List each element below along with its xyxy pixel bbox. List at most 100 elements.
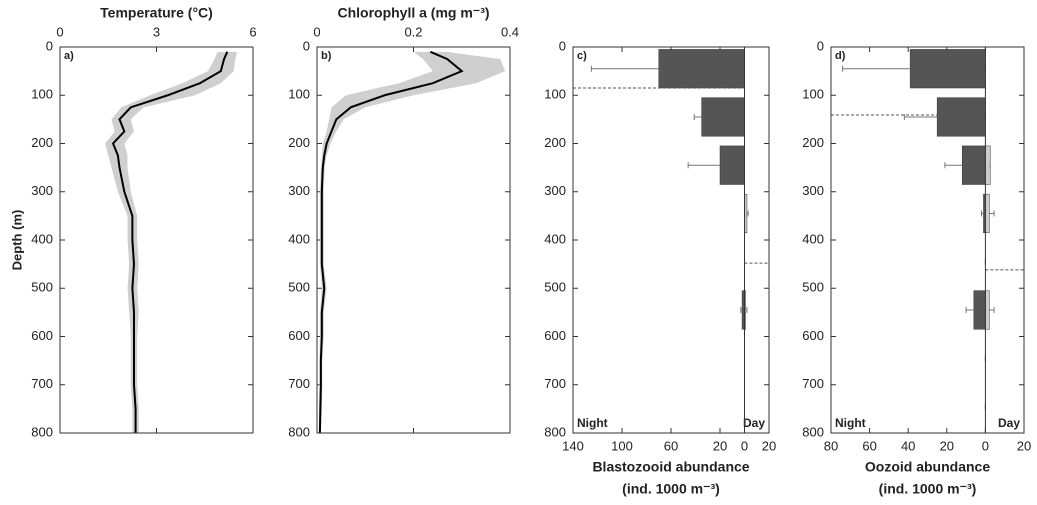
y-tick-label: 300: [31, 183, 53, 198]
x-tick-label: 60: [862, 438, 876, 453]
x-tick-label: 20: [1017, 438, 1031, 453]
y-tick-label: 700: [544, 376, 566, 391]
y-tick-label: 200: [544, 135, 566, 150]
x-tick-label: 40: [901, 438, 915, 453]
y-tick-label: 800: [288, 424, 310, 439]
error-bar: [944, 162, 963, 169]
panel-label: d): [835, 50, 846, 62]
bar: [985, 193, 990, 234]
y-tick-label: 400: [544, 231, 566, 246]
plot-frame: [572, 46, 770, 434]
profile-line: [318, 50, 464, 434]
error-bar: [989, 210, 995, 217]
plot-frame: [830, 46, 1025, 434]
y-axis-title: Depth (m): [9, 210, 24, 271]
x-tick-label: 0: [56, 24, 63, 39]
profile-line: [111, 51, 229, 433]
y-tick-label: 300: [288, 183, 310, 198]
y-tick-label: 100: [31, 87, 53, 102]
x-tick-label: 100: [611, 438, 633, 453]
x-axis-title: Oozoid abundance: [865, 459, 990, 475]
series-label: Night: [577, 416, 608, 430]
x-tick-label: 0: [741, 438, 748, 453]
y-tick-label: 200: [802, 135, 824, 150]
x-axis-title: Blastozooid abundance: [592, 459, 749, 475]
y-tick-label: 100: [288, 87, 310, 102]
plot-frame: [316, 46, 511, 434]
x-tick-label: 60: [664, 438, 678, 453]
y-tick-label: 300: [802, 183, 824, 198]
x-tick-label: 0.2: [404, 24, 422, 39]
y-tick-label: 400: [31, 231, 53, 246]
bar: [985, 290, 990, 330]
error-bar: [745, 306, 748, 313]
y-tick-label: 400: [288, 231, 310, 246]
x-tick-label: 140: [562, 438, 584, 453]
series-label: Day: [743, 416, 765, 430]
bar: [909, 49, 986, 89]
x-tick-label: 20: [762, 438, 776, 453]
error-bar: [965, 306, 974, 313]
y-tick-label: 600: [288, 328, 310, 343]
y-tick-label: 700: [288, 376, 310, 391]
x-tick-label: 0: [982, 438, 989, 453]
range-band: [318, 51, 506, 433]
error-bar: [687, 162, 720, 169]
bar: [973, 290, 986, 330]
y-tick-label: 500: [544, 280, 566, 295]
y-tick-label: 300: [544, 183, 566, 198]
y-tick-label: 600: [802, 328, 824, 343]
x-axis-title: Temperature (°C): [100, 5, 213, 21]
bar: [936, 97, 986, 137]
bar: [961, 145, 986, 185]
error-bar: [746, 210, 749, 217]
x-axis-title: Chlorophyll a (mg m⁻³): [337, 5, 489, 21]
y-tick-label: 0: [46, 38, 53, 53]
x-tick-label: 20: [940, 438, 954, 453]
x-tick-label: 20: [713, 438, 727, 453]
x-tick-label: 6: [249, 24, 256, 39]
y-tick-label: 0: [817, 38, 824, 53]
error-bar: [740, 306, 743, 313]
y-tick-label: 800: [544, 424, 566, 439]
panel-label: a): [64, 50, 74, 62]
y-tick-label: 200: [31, 135, 53, 150]
panel-label: b): [321, 50, 332, 62]
panel-label: c): [577, 50, 587, 62]
bar: [719, 145, 745, 185]
series-label: Night: [835, 416, 866, 430]
y-tick-label: 700: [802, 376, 824, 391]
x-axis-title: (ind. 1000 m⁻³): [622, 481, 720, 497]
error-bar: [981, 210, 984, 217]
error-bar: [989, 306, 995, 313]
error-bar: [903, 113, 938, 120]
y-tick-label: 400: [802, 231, 824, 246]
y-tick-label: 800: [31, 424, 53, 439]
bar: [701, 97, 745, 137]
range-band: [105, 51, 237, 433]
y-tick-label: 500: [31, 280, 53, 295]
error-bar: [693, 113, 702, 120]
error-bar: [590, 65, 659, 72]
y-tick-label: 100: [544, 87, 566, 102]
x-tick-label: 3: [153, 24, 160, 39]
y-tick-label: 500: [802, 280, 824, 295]
y-tick-label: 600: [544, 328, 566, 343]
x-tick-label: 0.4: [501, 24, 519, 39]
x-tick-label: 0: [313, 24, 320, 39]
bar: [985, 145, 991, 185]
plot-frame: [59, 46, 254, 434]
y-tick-label: 800: [802, 424, 824, 439]
y-tick-label: 700: [31, 376, 53, 391]
bar: [658, 49, 745, 89]
x-axis-title: (ind. 1000 m⁻³): [879, 481, 977, 497]
y-tick-label: 100: [802, 87, 824, 102]
x-tick-label: 80: [824, 438, 838, 453]
y-tick-label: 0: [559, 38, 566, 53]
error-bar: [842, 65, 911, 72]
y-tick-label: 600: [31, 328, 53, 343]
y-tick-label: 200: [288, 135, 310, 150]
series-label: Day: [998, 416, 1020, 430]
y-tick-label: 500: [288, 280, 310, 295]
